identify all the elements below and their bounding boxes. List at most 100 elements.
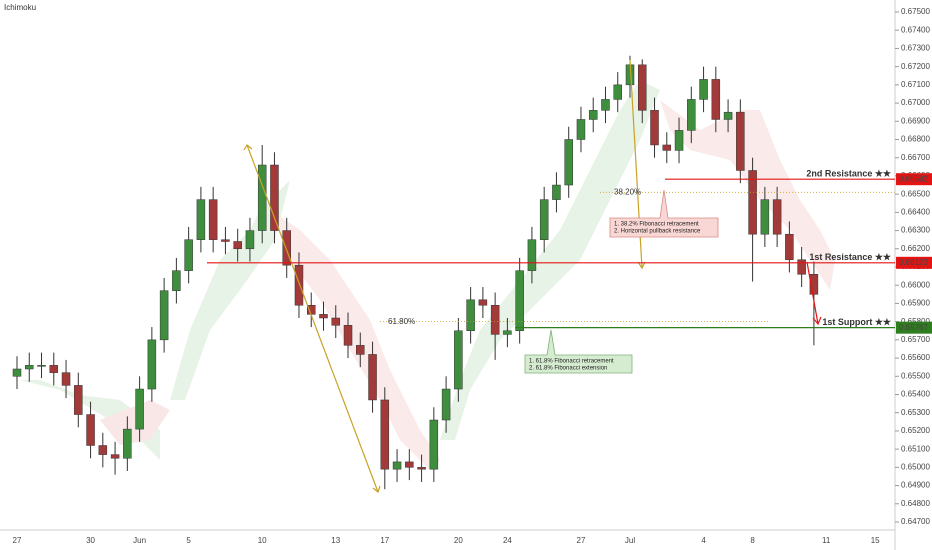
- x-tick-label: 8: [750, 536, 755, 545]
- y-tick-label: 0.64900: [901, 481, 930, 490]
- candle-body: [74, 385, 83, 415]
- candle-body: [61, 372, 71, 386]
- y-tick-label: 0.65800: [901, 317, 930, 326]
- candle-body: [601, 99, 610, 111]
- candle-body: [184, 239, 193, 271]
- candle-body: [638, 64, 647, 111]
- candle-body: [441, 388, 451, 421]
- candle-body: [576, 119, 586, 140]
- candle-body: [588, 110, 598, 120]
- x-tick-label: Jun: [133, 536, 146, 545]
- y-tick-label: 0.66900: [901, 116, 930, 125]
- candle-body: [37, 365, 46, 367]
- candle-body: [319, 314, 328, 319]
- candle-body: [294, 264, 304, 306]
- x-tick-label: 24: [503, 536, 512, 545]
- x-tick-label: 27: [13, 536, 22, 545]
- level-name: 1st Resistance ★★: [809, 252, 892, 262]
- x-tick-label: 10: [258, 536, 267, 545]
- y-tick-label: 0.66200: [901, 244, 930, 253]
- arrow-head: [372, 485, 381, 494]
- candle-body: [49, 365, 59, 373]
- x-tick-label: 4: [701, 536, 706, 545]
- candle-body: [687, 99, 696, 131]
- y-tick-label: 0.67100: [901, 80, 930, 89]
- candle-body: [429, 419, 439, 470]
- x-tick-label: 5: [186, 536, 191, 545]
- indicator-label: Ichimoku: [4, 3, 36, 12]
- level-name: 2nd Resistance ★★: [806, 169, 892, 179]
- candle-body: [503, 330, 512, 335]
- callout-text: 2. Horizontal pullback resistance: [614, 229, 701, 235]
- candle-body: [490, 305, 500, 335]
- y-tick-label: 0.65100: [901, 444, 930, 453]
- candle-body: [797, 259, 806, 275]
- x-tick-label: 27: [577, 536, 586, 545]
- candle-body: [245, 230, 255, 250]
- arrow-head: [637, 261, 646, 270]
- y-tick-label: 0.65700: [901, 335, 930, 344]
- callout: 1. 38.2% Fibonacci retracement 2. Horizo…: [609, 189, 719, 238]
- candle-body: [478, 299, 488, 306]
- candle-body: [356, 345, 365, 355]
- callout-text: 1. 61.8% Fibonacci retracement: [529, 359, 614, 365]
- y-tick-label: 0.64800: [901, 499, 930, 508]
- y-tick-label: 0.66400: [901, 207, 930, 216]
- candle-body: [159, 290, 169, 341]
- candle-body: [147, 339, 157, 390]
- candle-body: [135, 388, 144, 430]
- y-tick-label: 0.65500: [901, 371, 930, 380]
- candle-body: [331, 317, 341, 326]
- y-tick-label: 0.66800: [901, 135, 930, 144]
- y-tick-label: 0.67500: [901, 7, 930, 16]
- candle-body: [208, 199, 218, 240]
- y-tick-label: 0.65300: [901, 408, 930, 417]
- fib-label: 38.20%: [614, 187, 641, 196]
- candle-body: [674, 130, 684, 151]
- y-tick-label: 0.66000: [901, 280, 930, 289]
- x-tick-label: 30: [86, 536, 95, 545]
- swing-line: [246, 144, 379, 493]
- candle-body: [172, 270, 181, 291]
- callout-text: 1. 38.2% Fibonacci retracement: [614, 222, 699, 228]
- price-box: [896, 256, 932, 269]
- price-box: [896, 173, 932, 186]
- candle-body: [454, 330, 463, 390]
- x-tick-label: 11: [822, 536, 831, 545]
- y-tick-label: 0.67000: [901, 98, 930, 107]
- y-tick-label: 0.67300: [901, 44, 930, 53]
- y-tick-label: 0.65600: [901, 353, 930, 362]
- y-tick-label: 0.66300: [901, 226, 930, 235]
- price-label: 0.65767: [899, 323, 928, 332]
- level-name: 1st Support ★★: [822, 317, 892, 327]
- candle-body: [613, 84, 622, 100]
- candle-body: [405, 461, 414, 468]
- candle-body: [196, 199, 206, 240]
- candle-body: [539, 199, 549, 240]
- candle-body: [392, 461, 402, 470]
- candle-body: [662, 144, 672, 151]
- y-tick-label: 0.67200: [901, 62, 930, 71]
- y-tick-label: 0.65900: [901, 299, 930, 308]
- x-tick-label: 13: [331, 536, 340, 545]
- candle-body: [723, 111, 733, 120]
- candle-body: [98, 445, 108, 455]
- fib-label: 61.80%: [388, 317, 415, 326]
- candle-body: [270, 164, 279, 231]
- candle-body: [466, 299, 475, 331]
- forecast-arrow: [806, 261, 819, 325]
- candle-body: [699, 79, 708, 100]
- candle-body: [380, 399, 390, 470]
- arrow-head: [812, 316, 822, 326]
- y-tick-label: 0.64700: [901, 517, 930, 526]
- candle-body: [86, 414, 95, 446]
- x-tick-label: 17: [380, 536, 389, 545]
- candle-body: [785, 233, 794, 260]
- candle-body: [809, 274, 819, 295]
- candle-body: [25, 365, 34, 370]
- candle-body: [736, 111, 745, 171]
- y-tick-label: 0.65400: [901, 390, 930, 399]
- callout-text: 2. 61.8% Fibonacci extension: [529, 366, 607, 372]
- y-tick-label: 0.65000: [901, 462, 930, 471]
